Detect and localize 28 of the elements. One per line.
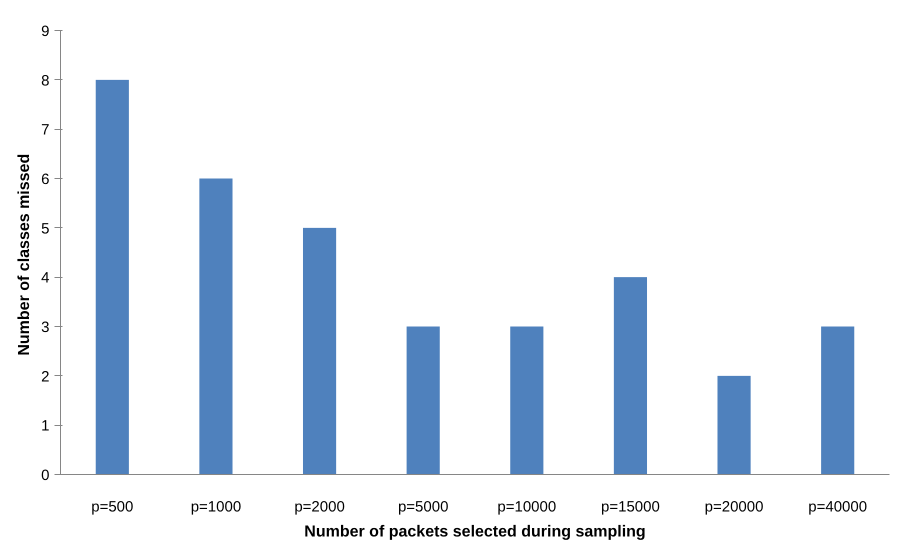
bar [406, 326, 440, 474]
y-axis-title: Number of classes missed [16, 154, 34, 356]
y-tick-label: 6 [41, 171, 50, 188]
bar [717, 376, 751, 474]
x-tick-label: p=20000 [704, 498, 764, 516]
bar [614, 277, 648, 474]
y-tick-label: 4 [41, 270, 50, 287]
y-tick-label: 9 [41, 23, 50, 40]
bar [302, 228, 336, 474]
y-tick-label: 2 [41, 368, 50, 386]
y-tick-label: 0 [41, 467, 50, 484]
bar [510, 326, 544, 474]
bar [821, 326, 854, 474]
x-tick-label: p=2000 [294, 498, 345, 516]
x-tick-label: p=40000 [808, 498, 868, 516]
y-tick-label: 1 [41, 418, 50, 435]
x-tick-label: p=500 [91, 498, 134, 516]
x-tick-label: p=15000 [601, 498, 660, 516]
bar [96, 80, 129, 474]
y-tick-label: 5 [41, 220, 50, 238]
x-axis-title: Number of packets selected during sampling [304, 524, 646, 540]
y-tick-label: 8 [41, 72, 50, 90]
y-tick-label: 3 [41, 319, 50, 336]
x-tick-label: p=1000 [190, 498, 242, 516]
x-tick-label: p=5000 [398, 498, 448, 516]
y-tick-label: 7 [41, 122, 50, 139]
x-tick-label: p=10000 [497, 498, 556, 516]
bar [199, 178, 233, 474]
